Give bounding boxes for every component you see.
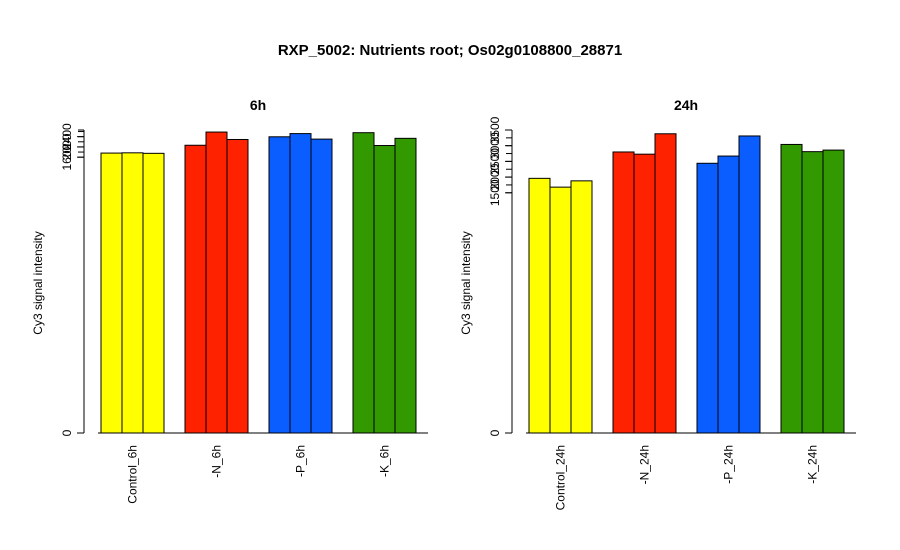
panel-6h-y-tick-label: 2000 xyxy=(60,133,74,160)
panel-24h-bar-n24h-1 xyxy=(612,151,635,434)
panel-6h-bar-control6h-3 xyxy=(142,152,165,434)
panel-6h-y-tick-label: 2400 xyxy=(60,123,74,150)
panel-24h-bar-k24h-2 xyxy=(801,151,824,434)
panel-6h-y-tick-label: 1600 xyxy=(60,144,74,171)
panel-24h-bar-k24h-3 xyxy=(822,149,845,434)
panel-24h-y-tick-label: 0 xyxy=(488,429,502,436)
panel-6h-bar-control6h-2 xyxy=(121,152,144,434)
panel-24h-category-label: -P_24h xyxy=(722,445,736,484)
panel-24h-y-tick-label: 2000 xyxy=(488,163,502,190)
panel-6h-bar-k6h-3 xyxy=(394,137,417,434)
panel-6h-bar-n6h-1 xyxy=(184,144,207,434)
panel-24h-bar-control24h-1 xyxy=(528,177,551,434)
panel-24h-bar-control24h-2 xyxy=(549,186,572,434)
panel-24h-bar-p24h-1 xyxy=(696,162,719,434)
panel-6h-title: 6h xyxy=(250,97,266,113)
panel-6h-bar-k6h-2 xyxy=(373,145,396,434)
panel-24h-title: 24h xyxy=(674,97,698,113)
panel-24h-y-tick-label: 1500 xyxy=(488,179,502,206)
panel-6h-bar-p6h-3 xyxy=(310,138,333,434)
panel-6h-bar-n6h-3 xyxy=(226,138,249,434)
panel-6h-bar-n6h-2 xyxy=(205,131,228,434)
panel-24h-bar-n24h-3 xyxy=(654,133,677,434)
panel-24h-bar-k24h-1 xyxy=(780,143,803,434)
panel-24h: 24h Cy3 signal intensity 0 15002000250030… xyxy=(459,97,856,510)
panel-24h-y-tick-label: 3500 xyxy=(488,116,502,143)
panel-24h-bar-control24h-3 xyxy=(570,180,593,434)
panel-6h-bar-p6h-1 xyxy=(268,136,291,434)
panel-24h-ylabel: Cy3 signal intensity xyxy=(459,231,473,334)
panel-24h-bar-p24h-2 xyxy=(717,155,740,434)
panel-6h-category-label: -P_6h xyxy=(294,445,308,477)
panel-6h-category-label: Control_6h xyxy=(126,445,140,504)
panel-6h-bar-control6h-1 xyxy=(100,152,123,434)
panel-6h-y-tick-label: 0 xyxy=(60,429,74,436)
panel-24h-y-tick-label: 3000 xyxy=(488,132,502,159)
panel-6h-ylabel: Cy3 signal intensity xyxy=(31,231,45,334)
panel-24h-bar-n24h-2 xyxy=(633,153,656,434)
panel-6h-category-label: -N_6h xyxy=(210,445,224,478)
figure-title: RXP_5002: Nutrients root; Os02g0108800_2… xyxy=(278,42,622,59)
panel-24h-category-label: -N_24h xyxy=(638,445,652,484)
panel-24h-category-label: -K_24h xyxy=(806,445,820,484)
panel-24h-y-tick-label: 2500 xyxy=(488,148,502,175)
panel-6h-category-label: -K_6h xyxy=(378,445,392,477)
panel-6h-bar-k6h-1 xyxy=(352,132,375,434)
panel-6h-bar-p6h-2 xyxy=(289,133,312,434)
panel-24h-bar-p24h-3 xyxy=(738,135,761,434)
panel-24h-category-label: Control_24h xyxy=(554,445,568,510)
